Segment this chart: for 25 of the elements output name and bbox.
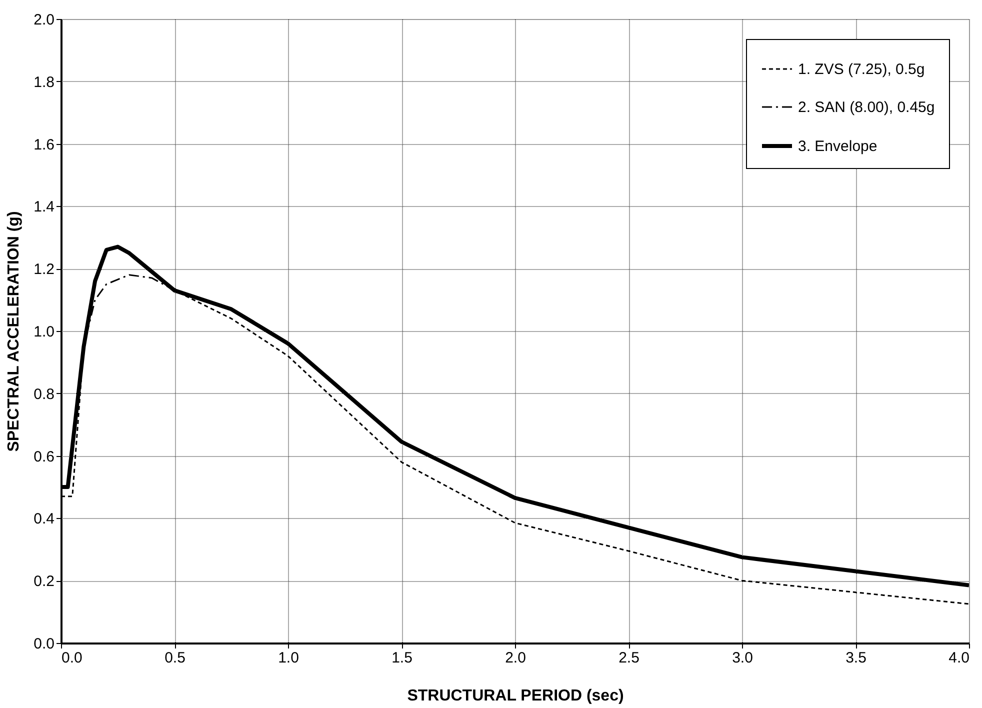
y-tick-label: 1.2 [34,261,54,278]
legend-label: 1. ZVS (7.25), 0.5g [798,61,925,78]
y-tick-label: 0.4 [34,510,54,528]
x-tick-label: 1.0 [278,650,299,666]
y-tick-label: 2.0 [34,12,54,28]
x-tick-label: 4.0 [948,650,970,666]
y-axis-title: SPECTRAL ACCELERATION (g) [6,211,23,452]
x-tick-label: 0.5 [164,650,186,666]
legend-label: 3. Envelope [798,138,878,155]
x-tick-label: 1.5 [392,650,412,666]
y-tick-label: 1.6 [34,136,54,154]
y-tick-label: 0.8 [34,386,54,403]
legend-label: 2. SAN (8.00), 0.45g [798,99,935,116]
x-tick-label: 0.0 [62,650,82,666]
y-tick-label: 1.8 [34,74,54,91]
y-tick-label: 0.6 [34,448,54,466]
x-tick-label: 3.0 [732,650,753,666]
x-tick-label: 2.5 [618,650,640,666]
x-axis-title: STRUCTURAL PERIOD (sec) [407,688,624,704]
x-tick-label: 2.0 [505,650,526,666]
x-tick-label: 3.5 [846,650,866,666]
y-tick-label: 0.0 [34,636,54,652]
y-tick-label: 1.0 [34,324,54,340]
y-tick-label: 0.2 [34,573,54,590]
y-tick-label: 1.4 [34,198,54,216]
